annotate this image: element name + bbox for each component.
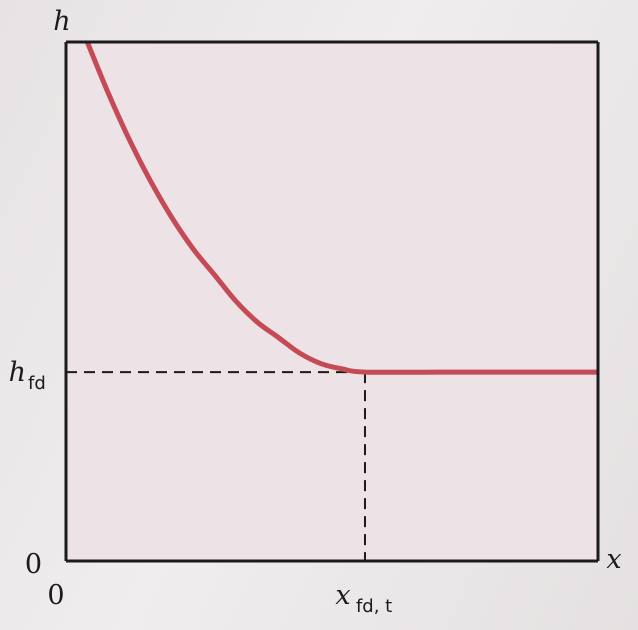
- plot-area: [66, 42, 598, 561]
- x-tick-label-1: x: [335, 580, 350, 611]
- x-axis-label: x: [606, 544, 621, 575]
- y-tick-label-0: 0: [25, 549, 42, 580]
- y-tick-label-1: h: [9, 357, 26, 388]
- y-axis-label: h: [53, 6, 70, 37]
- x-tick-label-0: 0: [47, 580, 64, 611]
- heat-transfer-coefficient-curve-0: [84, 41, 598, 375]
- x-tick-sublabel-1: fd, t: [356, 596, 392, 617]
- y-tick-sublabel-1: fd: [28, 373, 46, 394]
